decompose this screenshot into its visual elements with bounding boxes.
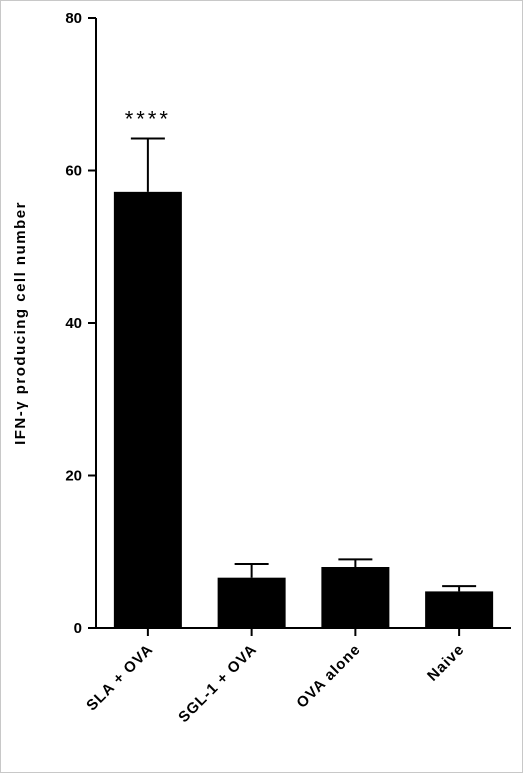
y-axis: 0 20 40 60 80 bbox=[65, 10, 97, 637]
significance-annotation: **** bbox=[125, 106, 171, 131]
x-tick-label: SGL-1 + OVA bbox=[175, 641, 260, 726]
bar bbox=[425, 591, 494, 628]
y-tick-label: 80 bbox=[65, 10, 82, 27]
x-tick-label: OVA alone bbox=[293, 641, 364, 712]
y-tick-label: 60 bbox=[65, 163, 82, 180]
bar bbox=[113, 191, 182, 628]
y-tick-label: 40 bbox=[65, 315, 82, 332]
bars bbox=[113, 191, 494, 628]
y-tick-label: 20 bbox=[65, 468, 82, 485]
annotations: **** bbox=[125, 106, 171, 131]
x-tick-label: Naive bbox=[424, 641, 468, 685]
y-axis-title: IFN-γ producing cell number bbox=[12, 201, 29, 445]
error-bars bbox=[130, 137, 477, 592]
y-tick-label: 0 bbox=[74, 620, 82, 637]
x-axis: SLA + OVA SGL-1 + OVA OVA alone Naive bbox=[83, 627, 511, 726]
x-tick-label: SLA + OVA bbox=[83, 641, 156, 714]
bar bbox=[321, 567, 390, 628]
bar bbox=[217, 577, 286, 628]
